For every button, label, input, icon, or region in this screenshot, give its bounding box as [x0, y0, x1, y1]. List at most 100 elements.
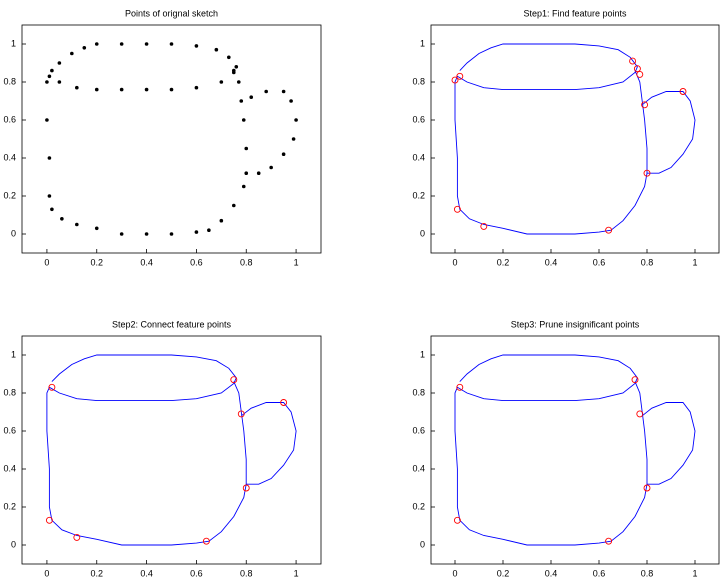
sketch-point — [244, 171, 249, 175]
y-tick-label: 0.8 — [3, 387, 16, 397]
sketch-point — [75, 222, 79, 227]
sketch-point — [194, 85, 199, 90]
sketch-point — [119, 87, 124, 92]
feature-point — [636, 410, 644, 418]
sketch-point — [94, 42, 99, 46]
sketch-line — [454, 43, 696, 235]
sketch-point — [47, 194, 52, 198]
x-tick-label: 0.8 — [240, 257, 253, 267]
feature-point — [631, 376, 639, 384]
sketch-point — [291, 137, 296, 141]
sketch-point — [289, 99, 293, 103]
sketch-point — [269, 165, 273, 170]
feature-point — [237, 410, 245, 418]
y-tick-label: 0.8 — [412, 76, 425, 86]
y-tick-label: 0.6 — [3, 425, 16, 435]
feature-point — [605, 537, 613, 545]
sketch-point — [94, 87, 99, 92]
x-tick-label: 0.6 — [593, 568, 606, 578]
x-tick-label: 0.4 — [545, 568, 558, 578]
x-tick-label: 1 — [692, 257, 697, 267]
x-tick-label: 0 — [452, 257, 457, 267]
sketch-point — [50, 68, 54, 73]
y-tick-label: 0 — [420, 539, 425, 549]
sketch-point — [82, 46, 87, 50]
feature-point — [48, 383, 56, 391]
x-tick-label: 0.6 — [190, 257, 203, 267]
sketch-point — [234, 65, 239, 69]
y-tick-label: 0.4 — [412, 152, 425, 162]
x-tick-label: 0.6 — [190, 568, 203, 578]
chart-title: Step1: Find feature points — [523, 8, 627, 18]
sketch-point — [45, 118, 49, 122]
chart-title: Step3: Prune insignificant points — [511, 319, 640, 329]
sketch-point — [47, 156, 52, 160]
sketch-point — [60, 217, 64, 221]
sketch-point — [219, 218, 224, 223]
x-tick-label: 0.2 — [90, 568, 103, 578]
x-tick-label: 0.8 — [641, 257, 654, 267]
x-tick-label: 0.8 — [240, 568, 253, 578]
feature-point — [480, 222, 488, 230]
y-tick-label: 1 — [420, 38, 425, 48]
sketch-point — [207, 228, 211, 232]
sketch-point — [57, 80, 62, 84]
y-tick-label: 0.2 — [3, 501, 16, 511]
y-tick-label: 0.4 — [412, 463, 425, 473]
feature-point — [641, 101, 649, 109]
sketch-point — [256, 171, 261, 175]
y-tick-label: 0 — [11, 228, 16, 238]
sketch-point — [47, 74, 52, 79]
feature-point — [605, 226, 613, 234]
x-tick-label: 0.2 — [497, 257, 510, 267]
sketch-point — [119, 232, 124, 236]
axes-box — [430, 335, 720, 565]
sketch-point — [169, 87, 174, 92]
sketch-point — [264, 89, 268, 94]
x-tick-label: 1 — [294, 257, 299, 267]
feature-point — [453, 205, 461, 213]
axes-box — [21, 335, 322, 565]
x-tick-label: 0.6 — [593, 257, 606, 267]
y-tick-label: 0 — [420, 228, 425, 238]
sketch-point — [244, 146, 249, 151]
sketch-point — [294, 118, 298, 122]
y-tick-label: 0.6 — [3, 114, 16, 124]
feature-point — [633, 65, 641, 73]
sketch-point — [281, 89, 286, 94]
feature-point — [453, 516, 461, 524]
x-tick-label: 0 — [452, 568, 457, 578]
sketch-point — [119, 42, 124, 46]
sketch-point — [144, 232, 149, 236]
feature-point — [280, 399, 288, 406]
sketch-point — [194, 230, 199, 234]
sketch-point — [227, 55, 231, 60]
y-tick-label: 0.8 — [3, 76, 16, 86]
x-tick-label: 0.4 — [140, 568, 153, 578]
feature-point — [636, 70, 644, 78]
sketch-point — [45, 80, 49, 84]
sketch-point — [50, 207, 54, 212]
sketch-point — [241, 184, 246, 189]
y-tick-label: 1 — [11, 349, 16, 359]
sketch-point — [94, 226, 99, 231]
feature-point — [242, 484, 250, 492]
x-tick-label: 1 — [294, 568, 299, 578]
y-tick-label: 0.6 — [412, 425, 425, 435]
y-tick-label: 0 — [11, 539, 16, 549]
y-tick-label: 0.2 — [3, 190, 16, 200]
feature-point — [230, 376, 238, 384]
sketch-point — [241, 118, 246, 122]
chart-title: Points of orignal sketch — [125, 8, 218, 18]
x-tick-label: 0.8 — [641, 568, 654, 578]
sketch-point — [75, 85, 79, 90]
y-tick-label: 0.4 — [3, 152, 16, 162]
feature-point — [643, 484, 651, 492]
sketch-point — [219, 80, 224, 84]
feature-point — [202, 537, 210, 545]
sketch-point — [169, 232, 174, 236]
sketch-point — [194, 44, 199, 48]
feature-point — [456, 383, 464, 391]
sketch-point — [231, 68, 236, 73]
